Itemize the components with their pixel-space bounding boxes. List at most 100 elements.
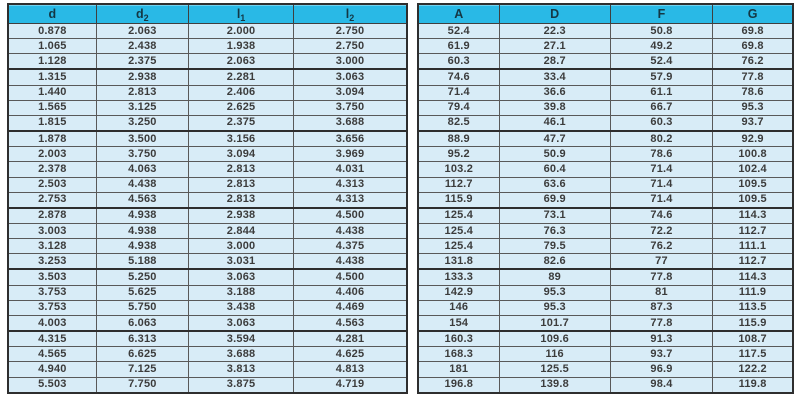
table-row: 3.253 5.188 3.031 4.438 xyxy=(7,253,408,270)
table-cell: 60.3 xyxy=(417,53,500,70)
table-cell: 50.9 xyxy=(498,146,611,163)
table-cell: 3.813 xyxy=(188,361,295,378)
table-cell: 4.469 xyxy=(293,299,408,316)
table-cell: 4.563 xyxy=(293,314,408,332)
table-cell: 96.9 xyxy=(609,361,714,378)
table-cell: 160.3 xyxy=(417,330,500,348)
table-cell: 142.9 xyxy=(417,284,500,301)
table-cell: 3.063 xyxy=(188,314,295,332)
table-cell: 112.7 xyxy=(417,176,500,193)
table-cell: 4.281 xyxy=(293,330,408,348)
table-cell: 69.8 xyxy=(712,22,794,40)
table-cell: 2.378 xyxy=(7,161,97,178)
table-cell: 80.2 xyxy=(609,130,714,148)
table-cell: 87.3 xyxy=(609,299,714,316)
table-cell: 100.8 xyxy=(712,146,794,163)
table-cell: 181 xyxy=(417,361,500,378)
table-cell: 60.4 xyxy=(498,161,611,178)
table-row: 4.940 7.125 3.813 4.813 xyxy=(7,361,408,378)
table-cell: 109.6 xyxy=(498,330,611,348)
table-cell: 61.1 xyxy=(609,84,714,101)
table-cell: 101.7 xyxy=(498,314,611,332)
table-cell: 7.125 xyxy=(95,361,190,378)
table-row: 131.8 82.6 77 112.7 xyxy=(417,253,794,270)
table-row: 103.2 60.4 71.4 102.4 xyxy=(417,161,794,178)
table-cell: 5.625 xyxy=(95,284,190,301)
table-cell: 82.6 xyxy=(498,253,611,270)
table-cell: 33.4 xyxy=(498,68,611,86)
table-cell: 39.8 xyxy=(498,99,611,116)
table-row: 115.9 69.9 71.4 109.5 xyxy=(417,191,794,209)
table-cell: 50.8 xyxy=(609,22,714,40)
table-cell: 2.938 xyxy=(188,206,295,225)
table-cell: 92.9 xyxy=(712,130,794,148)
table-row: 5.503 7.750 3.875 4.719 xyxy=(7,376,408,394)
table-cell: 77 xyxy=(609,253,714,270)
table-cell: 113.5 xyxy=(712,299,794,316)
table-cell: 2.063 xyxy=(188,53,295,70)
table-cell: 2.438 xyxy=(95,38,190,55)
table-cell: 46.1 xyxy=(498,114,611,132)
table-cell: 4.625 xyxy=(293,346,408,363)
table-row: 168.3 116 93.7 117.5 xyxy=(417,346,794,363)
table-cell: 108.7 xyxy=(712,330,794,348)
table-cell: 122.2 xyxy=(712,361,794,378)
table-cell: 2.878 xyxy=(7,206,97,225)
table-row: 2.753 4.563 2.813 4.313 xyxy=(7,191,408,209)
table-row: 154 101.7 77.8 115.9 xyxy=(417,314,794,332)
table-cell: 4.500 xyxy=(293,206,408,225)
table-cell: 2.813 xyxy=(188,161,295,178)
table-cell: 95.3 xyxy=(498,299,611,316)
table-cell: 1.565 xyxy=(7,99,97,116)
table-row: 146 95.3 87.3 113.5 xyxy=(417,299,794,316)
table-row: 2.503 4.438 2.813 4.313 xyxy=(7,176,408,193)
column-header: l1 xyxy=(188,3,295,24)
table-cell: 4.003 xyxy=(7,314,97,332)
table-cell: 3.156 xyxy=(188,130,295,148)
table-cell: 6.625 xyxy=(95,346,190,363)
table-cell: 95.3 xyxy=(712,99,794,116)
table-cell: 3.750 xyxy=(293,99,408,116)
table-cell: 93.7 xyxy=(712,114,794,132)
table-cell: 116 xyxy=(498,346,611,363)
table-row: 1.440 2.813 2.406 3.094 xyxy=(7,84,408,101)
table-cell: 3.688 xyxy=(293,114,408,132)
table-row: 60.3 28.7 52.4 76.2 xyxy=(417,53,794,70)
table-cell: 79.5 xyxy=(498,238,611,255)
table-cell: 52.4 xyxy=(417,22,500,40)
column-header: d2 xyxy=(95,3,190,24)
table-cell: 2.375 xyxy=(95,53,190,70)
table-cell: 7.750 xyxy=(95,376,190,394)
table-row: 4.315 6.313 3.594 4.281 xyxy=(7,330,408,348)
table-row: 82.5 46.1 60.3 93.7 xyxy=(417,114,794,132)
table-cell: 47.7 xyxy=(498,130,611,148)
table-cell: 66.7 xyxy=(609,99,714,116)
table-cell: 3.063 xyxy=(293,68,408,86)
table-cell: 5.250 xyxy=(95,268,190,286)
table-cell: 4.938 xyxy=(95,223,190,240)
table-row: 4.003 6.063 3.063 4.563 xyxy=(7,314,408,332)
table-cell: 77.8 xyxy=(712,68,794,86)
table-cell: 2.063 xyxy=(95,22,190,40)
table-row: 88.9 47.7 80.2 92.9 xyxy=(417,130,794,148)
table-row: 3.753 5.750 3.438 4.469 xyxy=(7,299,408,316)
table-cell: 6.313 xyxy=(95,330,190,348)
table-cell: 3.875 xyxy=(188,376,295,394)
table-cell: 1.065 xyxy=(7,38,97,55)
column-header-subscript: 2 xyxy=(143,12,149,23)
table-cell: 2.375 xyxy=(188,114,295,132)
table-row: 125.4 73.1 74.6 114.3 xyxy=(417,206,794,225)
table-row: 3.128 4.938 3.000 4.375 xyxy=(7,238,408,255)
table-cell: 4.813 xyxy=(293,361,408,378)
table-cell: 4.313 xyxy=(293,191,408,209)
table-row: 4.565 6.625 3.688 4.625 xyxy=(7,346,408,363)
table-cell: 71.4 xyxy=(417,84,500,101)
table-cell: 3.003 xyxy=(7,223,97,240)
table-row: 133.3 89 77.8 114.3 xyxy=(417,268,794,286)
table-cell: 2.813 xyxy=(188,191,295,209)
table-row: 52.4 22.3 50.8 69.8 xyxy=(417,22,794,40)
column-header: D xyxy=(498,3,611,24)
table-cell: 4.438 xyxy=(293,253,408,270)
table-cell: 133.3 xyxy=(417,268,500,286)
